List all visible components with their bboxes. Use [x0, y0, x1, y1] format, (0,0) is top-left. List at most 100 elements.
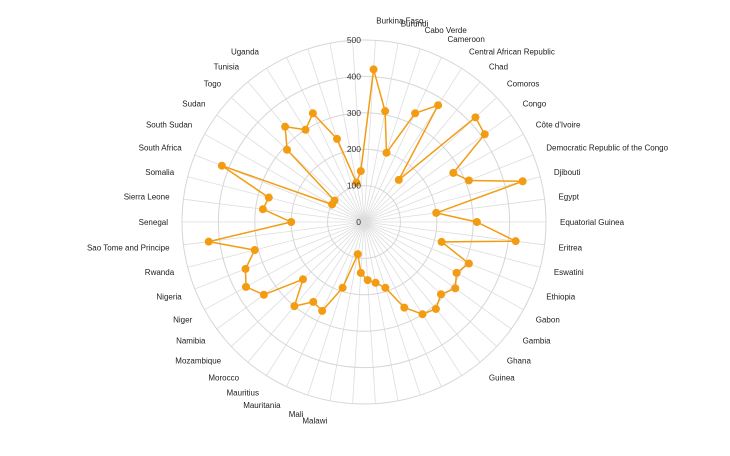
data-point-senegal [287, 218, 296, 226]
data-point-gabon [452, 268, 461, 277]
grid-spoke [204, 221, 365, 311]
category-label-eritrea: Eritrea [558, 243, 582, 252]
category-label-tunisia: Tunisia [214, 62, 240, 71]
grid-spoke [329, 43, 365, 223]
grid-ring [327, 185, 401, 259]
grid-spoke [363, 68, 462, 223]
category-label-democratic-republic-of-the-congo: Democratic Republic of the Congo [546, 144, 668, 153]
data-point-chad [394, 175, 403, 184]
grid-spoke [363, 133, 524, 223]
radial-tick-label: 0 [356, 217, 361, 227]
category-label-egypt: Egypt [558, 193, 579, 202]
data-point-congo [480, 130, 489, 139]
data-point-uganda [301, 125, 310, 134]
category-label-south-sudan: South Sudan [146, 121, 192, 130]
data-point-somalia [264, 193, 273, 202]
data-point-equatorial-guinea [472, 218, 481, 226]
data-point-tunisia [281, 122, 290, 131]
grid-spoke [363, 198, 545, 223]
category-label-guinea: Guinea [489, 374, 515, 383]
category-label-cabo-verde: Cabo Verde [425, 26, 468, 35]
category-label-gambia: Gambia [523, 337, 552, 346]
data-point-cameroon [411, 109, 420, 118]
category-label-morocco: Morocco [208, 374, 239, 383]
grid-spoke [363, 221, 376, 404]
category-label-nigeria: Nigeria [156, 292, 182, 301]
grid-spoke [194, 221, 365, 290]
data-point-central-african-republic [434, 101, 443, 110]
category-label-congo: Congo [523, 99, 547, 108]
data-point-gambia [451, 284, 460, 293]
category-label-comoros: Comoros [507, 80, 539, 89]
data-point-egypt [432, 208, 441, 217]
grid-spoke [187, 176, 365, 223]
grid-spoke [363, 221, 421, 396]
data-point-eswatini [437, 237, 446, 246]
radar-series [204, 65, 527, 319]
data-point-namibia [259, 290, 268, 299]
grid-spoke [247, 81, 365, 223]
data-point-burundi [381, 107, 390, 116]
category-label-central-african-republic: Central African Republic [469, 47, 555, 56]
grid-spoke [363, 221, 399, 401]
data-point-comoros [471, 113, 480, 122]
category-label-togo: Togo [204, 80, 222, 89]
data-point-niger [241, 282, 250, 291]
category-label-uganda: Uganda [231, 47, 260, 56]
data-point-libya [363, 276, 372, 285]
grid-spoke [363, 176, 541, 223]
grid-spoke [307, 221, 365, 396]
data-point-nigeria [241, 264, 250, 273]
category-label-burundi: Burundi [401, 20, 429, 29]
grid-spoke [187, 221, 365, 268]
data-point-ethiopia [464, 259, 473, 268]
category-label-eswatini: Eswatini [554, 268, 584, 277]
radial-tick-label: 300 [347, 108, 361, 118]
data-point-madagascar [356, 268, 365, 277]
data-point-cabo-verde [382, 148, 391, 157]
category-label-niger: Niger [173, 315, 192, 324]
category-label-namibia: Namibia [176, 337, 206, 346]
data-point-mauritius [309, 297, 318, 306]
data-point-morocco [290, 302, 299, 311]
data-point-botswana [356, 167, 365, 176]
data-point-mozambique [298, 275, 307, 284]
category-label-cameroon: Cameroon [447, 35, 484, 44]
data-point-democratic-republic-of-the-congo [464, 176, 473, 185]
grid-spoke [363, 43, 399, 223]
data-point-c-te-d-ivoire [449, 168, 458, 177]
data-point-burkina-faso [369, 65, 378, 74]
radial-tick-label: 100 [347, 181, 361, 191]
data-point-mauritania [318, 306, 327, 315]
category-label-sao-tome-and-principe: Sao Tome and Principe [87, 243, 170, 252]
grid-spoke [183, 198, 365, 223]
data-point-algeria [308, 109, 317, 118]
category-label-senegal: Senegal [139, 218, 169, 227]
data-point-benin [352, 178, 361, 187]
category-label-sierra-leone: Sierra Leone [124, 193, 170, 202]
category-label-djibouti: Djibouti [554, 168, 581, 177]
grid-spoke [352, 40, 365, 223]
grid-spoke [363, 81, 481, 223]
category-label-mali: Mali [289, 410, 304, 419]
data-point-lesotho [381, 283, 390, 292]
grid-spoke [352, 221, 365, 404]
category-label-ethiopia: Ethiopia [546, 292, 575, 301]
data-point-malawi [353, 250, 362, 259]
data-point-ghana [436, 290, 445, 299]
grid-spoke [363, 221, 462, 376]
grid-spoke [204, 133, 365, 223]
grid-spoke [286, 57, 365, 223]
grid-spoke [363, 57, 442, 223]
grid-ring [181, 39, 547, 405]
category-label-mauritius: Mauritius [227, 389, 259, 398]
data-point-sudan [330, 196, 339, 205]
category-label-rwanda: Rwanda [145, 268, 175, 277]
grid-spoke [247, 221, 365, 363]
data-point-mali [338, 283, 347, 292]
data-point-guinea-bissau [418, 310, 427, 319]
radial-tick-labels: 0 100 200 300 400 500 [347, 35, 361, 227]
